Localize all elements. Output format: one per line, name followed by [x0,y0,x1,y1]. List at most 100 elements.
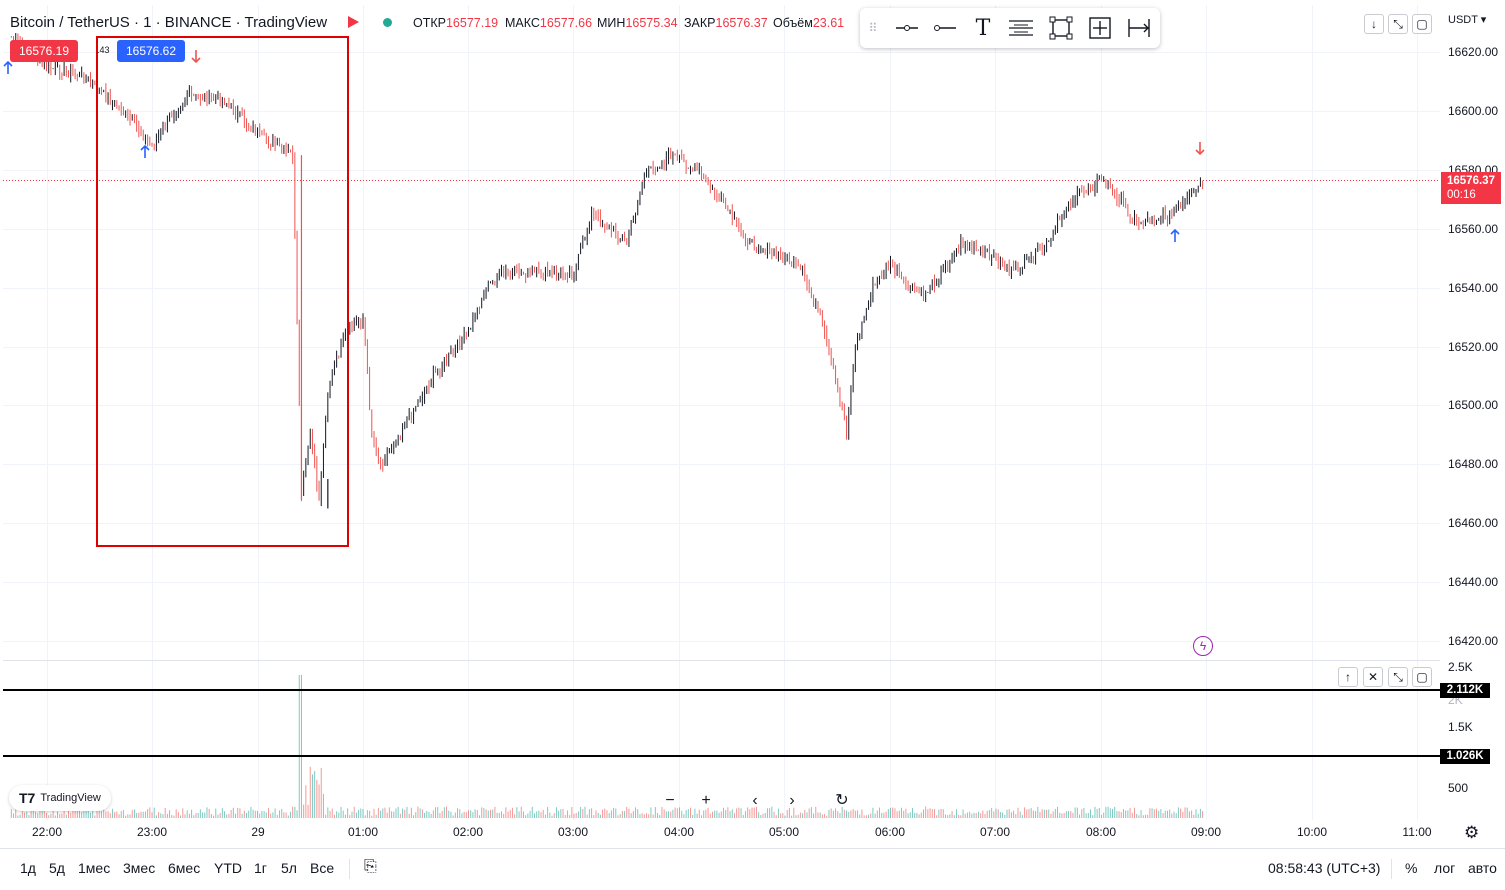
buy-signal-arrow [1170,228,1180,235]
drag-handle-icon[interactable]: ⠿ [868,21,878,35]
horizontal-ray-icon[interactable] [892,14,922,42]
grid-line [995,5,996,820]
price-chart[interactable] [0,0,1440,822]
sell-signal-arrow [1195,149,1205,156]
range-ytd[interactable]: YTD [214,860,242,876]
price-axis-label: 16440.00 [1448,575,1499,590]
price-axis-label: 16480.00 [1448,457,1499,472]
restore-pane-button[interactable]: ▢ [1412,14,1432,34]
grid-line [1417,5,1418,820]
range-all[interactable]: Все [310,860,335,876]
grid-line [3,346,1440,348]
time-axis-label: 08:00 [1085,825,1117,839]
zoom-out-button[interactable]: − [665,792,675,809]
scroll-right-button[interactable]: › [789,792,795,809]
time-axis-label: 01:00 [347,825,379,839]
scroll-left-button[interactable]: ‹ [752,792,758,809]
range-1m[interactable]: 1мес [78,860,111,876]
grid-line [573,5,574,820]
buy-price-button[interactable]: 16576.62 [117,40,185,62]
grid-line [152,5,153,820]
volume-axis-label: 500 [1448,781,1469,795]
buy-signal-arrow [140,144,150,151]
sell-price-button[interactable]: 16576.19 [10,40,78,62]
pane-separator[interactable] [3,660,1440,661]
time-axis-label: 03:00 [557,825,589,839]
ohlc-volume: Объём23.61 [773,16,845,30]
grid-line [3,582,1440,584]
maximize-volume-pane-button[interactable]: ⤡ [1388,667,1408,687]
flag-icon[interactable] [348,16,359,28]
time-axis-label: 02:00 [452,825,484,839]
divider [1391,859,1392,879]
hline-lower-tag: 1.026K [1440,749,1490,764]
date-range-icon[interactable] [1124,14,1154,42]
range-5d[interactable]: 5д [49,860,65,876]
grid-line [3,523,1440,525]
date-range-picker-icon[interactable]: ⎘ [364,858,377,875]
settings-gear-icon[interactable]: ⚙ [1464,823,1480,842]
current-price-tag: 16576.37 00:16 [1441,172,1501,204]
divider [349,859,350,879]
currency-selector[interactable]: USDT ▾ [1448,14,1487,26]
time-axis-label: 05:00 [768,825,800,839]
range-1y[interactable]: 1г [254,860,267,876]
auto-scale-toggle[interactable]: авто [1468,860,1497,876]
price-axis-label: 16420.00 [1448,634,1499,648]
clock-timezone[interactable]: 08:58:43 (UTC+3) [1268,860,1381,876]
price-range-icon[interactable] [1085,14,1115,42]
close-pane-button[interactable]: ✕ [1363,667,1383,687]
tradingview-logo[interactable]: T7 TradingView [9,785,111,811]
ohlc-open: ОТКР16577.19 [413,16,499,30]
grid-line [3,169,1440,171]
horizontal-line-lower[interactable] [3,755,1440,757]
reset-chart-button[interactable]: ↻ [835,792,849,809]
range-6m[interactable]: 6мес [168,860,201,876]
grid-line [3,52,1440,53]
currency-label: USDT [1448,14,1478,26]
price-axis-label: 16600.00 [1448,103,1499,118]
time-axis-label: 06:00 [874,825,906,839]
log-scale-toggle[interactable]: лог [1434,860,1456,876]
hline-upper-tag: 2.112K [1440,683,1490,698]
rectangle-tool-icon[interactable] [1046,14,1076,42]
highlight-rectangle [96,36,349,547]
move-pane-up-button[interactable]: ↑ [1338,667,1358,687]
percent-scale-toggle[interactable]: % [1405,860,1418,876]
ray-icon[interactable] [930,14,960,42]
grid-line [3,287,1440,289]
price-axis-label: 16560.00 [1448,221,1499,236]
volume-axis-label: 2.5K [1448,660,1473,674]
time-axis-label: 04:00 [663,825,695,839]
restore-volume-pane-button[interactable]: ▢ [1412,667,1432,687]
symbol-title[interactable]: Bitcoin / TetherUS · 1 · BINANCE · Tradi… [10,14,328,31]
price-axis-label: 16620.00 [1448,45,1499,59]
grid-line [1312,5,1313,820]
price-axis-label: 16500.00 [1448,398,1499,413]
bottom-toolbar: 1д 5д 1мес 3мес 6мес YTD 1г 5л Все ⎘ 08:… [0,848,1505,889]
range-3m[interactable]: 3мес [123,860,156,876]
range-5y[interactable]: 5л [281,860,297,876]
watermark-text: TradingView [40,792,101,804]
parallel-channel-icon[interactable] [1006,14,1036,42]
grid-line [258,5,259,820]
grid-line [784,5,785,820]
grid-line [679,5,680,820]
grid-line [3,110,1440,112]
lightning-icon[interactable]: ϟ [1193,636,1213,656]
horizontal-line-upper[interactable] [3,689,1440,691]
sell-signal-arrow [191,57,201,64]
grid-line [1206,5,1207,820]
grid-line [3,405,1440,407]
maximize-pane-button[interactable]: ⤡ [1388,14,1408,34]
grid-line [890,5,891,820]
time-axis-label: 23:00 [136,825,168,839]
text-tool-icon[interactable]: T [975,15,991,41]
collapse-pane-button[interactable]: ↓ [1364,14,1384,34]
grid-line [3,228,1440,230]
grid-line [47,5,48,820]
grid-line [3,464,1440,466]
time-axis-label: 07:00 [979,825,1011,839]
range-1d[interactable]: 1д [20,860,36,876]
zoom-in-button[interactable]: + [701,792,711,809]
